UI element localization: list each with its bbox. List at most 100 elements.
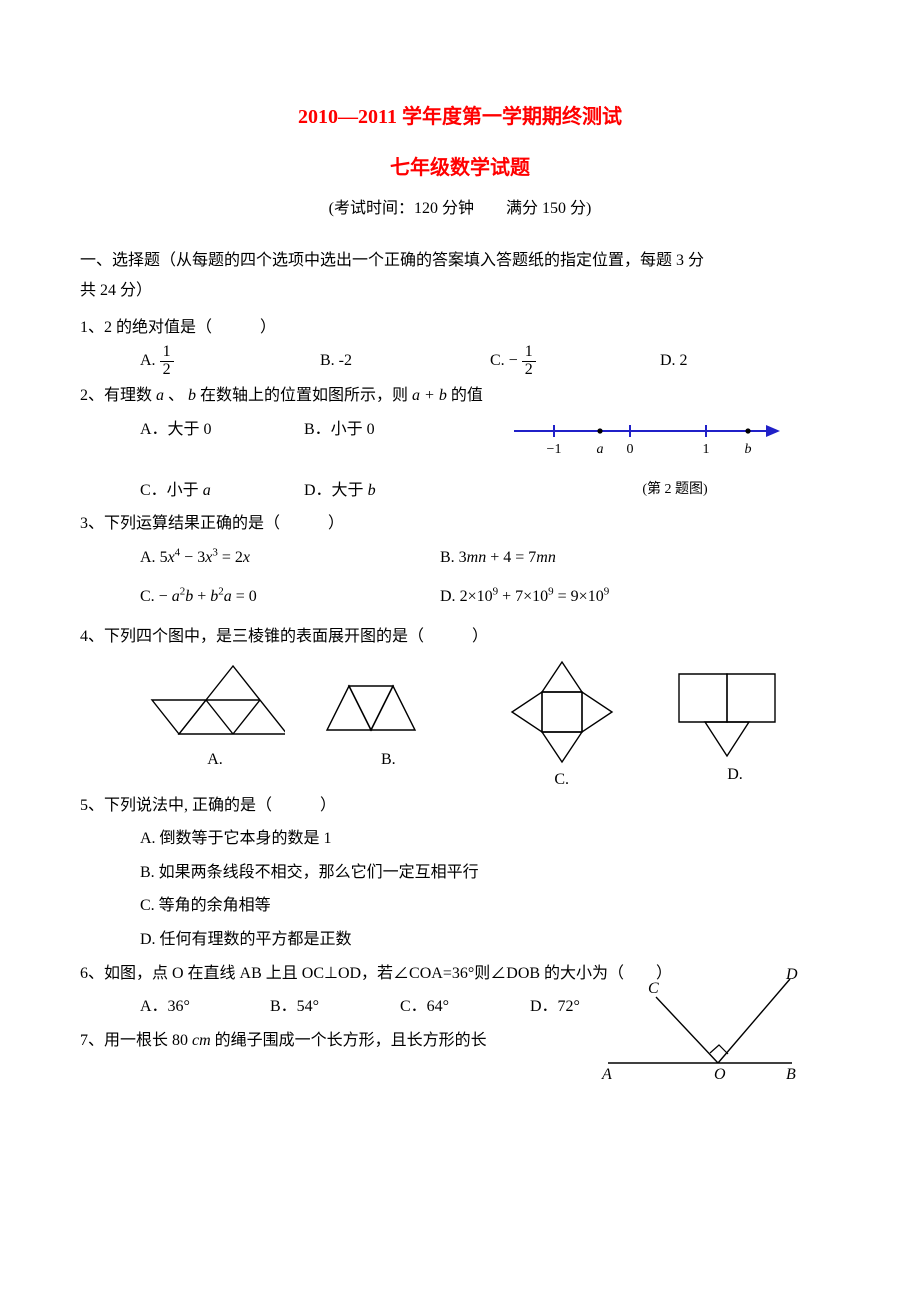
section-heading: 一、选择题（从每题的四个选项中选出一个正确的答案填入答题纸的指定位置，每题 3 … (80, 246, 840, 307)
var-b: b (188, 387, 196, 404)
svg-text:a: a (597, 442, 604, 457)
q2-options-row1: A．大于 0 B．小于 0 (80, 413, 510, 474)
svg-text:1: 1 (703, 442, 710, 457)
q4-stem: 4、下列四个图中，是三棱锥的表面展开图的是（ ） (80, 620, 840, 654)
q5-stem: 5、下列说法中, 正确的是（ ） (80, 789, 840, 823)
q3-d-expr: 2×109 + 7×109 = 9×109 (460, 588, 610, 605)
q4-label-d: D. (727, 766, 743, 783)
q6-option-b: B．54° (270, 990, 400, 1024)
t: = 0 (232, 588, 257, 605)
q4-figures: A. B. C. D. (80, 654, 840, 789)
var-a: a (156, 387, 164, 404)
main-title: 2010—2011 学年度第一学期期终测试 (80, 100, 840, 129)
q4-fig-c: C. (477, 660, 647, 789)
q1-option-d: D. 2 (660, 344, 770, 379)
q3-c-label: C. (140, 588, 159, 605)
q3-b-expr: 3mn + 4 = 7mn (459, 549, 556, 566)
t: = 9×10 (554, 588, 604, 605)
q2-t4: 的值 (447, 387, 483, 404)
svg-text:C: C (648, 980, 659, 997)
q6-option-a: A．36° (140, 990, 270, 1024)
q5-b: B. 如果两条线段不相交，那么它们一定互相平行 (80, 856, 840, 890)
var-a: a (203, 482, 211, 499)
q1-option-a: A. 1 2 (140, 344, 320, 379)
svg-text:B: B (786, 1066, 796, 1083)
q3-option-d: D. 2×109 + 7×109 = 9×109 (440, 580, 609, 614)
fraction-icon: 1 2 (160, 344, 174, 379)
q4-label-b: B. (381, 751, 396, 768)
fraction-icon: 1 2 (522, 344, 536, 379)
svg-text:−1: −1 (547, 442, 562, 457)
q3-stem: 3、下列运算结果正确的是（ ） (80, 507, 840, 541)
svg-text:D: D (785, 967, 798, 983)
q3-a-expr: 5x4 − 3x3 = 2x (160, 549, 250, 566)
q2-t1: 2、有理数 (80, 387, 156, 404)
var-b: b (368, 482, 376, 499)
q3-option-c: C. − a2b + b2a = 0 (140, 580, 440, 614)
q1-c-label: C. (490, 352, 509, 369)
q3-option-b: B. 3mn + 4 = 7mn (440, 541, 556, 575)
q4-fig-b: B. (303, 660, 473, 789)
t: mn (467, 549, 487, 566)
q4-fig-a: A. (130, 660, 300, 789)
svg-text:O: O (714, 1066, 726, 1083)
t: mn (536, 549, 556, 566)
q2-stem: 2、有理数 a 、 b 在数轴上的位置如图所示，则 a + b 的值 (80, 379, 840, 413)
t: x (168, 549, 175, 566)
q2-option-a: A．大于 0 (140, 413, 300, 447)
t: + 4 = 7 (486, 549, 536, 566)
q2-figure-caption: (第 2 题图) (510, 478, 840, 498)
q4-label-a: A. (207, 751, 223, 768)
q3-a-label: A. (140, 549, 160, 566)
t: + 7×10 (498, 588, 548, 605)
t: 2×10 (460, 588, 493, 605)
svg-text:b: b (745, 442, 752, 457)
sub-title: 七年级数学试题 (80, 151, 840, 180)
section-heading-line2: 共 24 分） (80, 282, 152, 299)
q7-t1: 7、用一根长 80 (80, 1032, 192, 1049)
q2-d-pre: D．大于 (304, 482, 368, 499)
q2-option-b: B．小于 0 (304, 413, 375, 447)
t: = 2 (218, 549, 243, 566)
q5-option-a: A. 倒数等于它本身的数是 1 (140, 822, 332, 856)
q3-b-label: B. (440, 549, 459, 566)
q1-option-c: C. − 1 2 (490, 344, 660, 379)
q5-option-d: D. 任何有理数的平方都是正数 (140, 923, 352, 957)
q4-label-c: C. (554, 771, 569, 788)
q7-stem: 7、用一根长 80 cm 的绳子围成一个长方形，且长方形的长 AOBCD (80, 1024, 840, 1058)
t: 9 (604, 586, 610, 598)
t: − (159, 588, 172, 605)
section-heading-line1: 一、选择题（从每题的四个选项中选出一个正确的答案填入答题纸的指定位置，每题 3 … (80, 252, 704, 269)
q5-option-c: C. 等角的余角相等 (140, 889, 271, 923)
q1-options: A. 1 2 B. -2 C. − 1 2 D. 2 (80, 344, 840, 379)
q2-c-pre: C．小于 (140, 482, 203, 499)
q1-c-den: 2 (522, 362, 536, 379)
number-line-figure: −1 0 1 a b (510, 413, 790, 469)
unit-cm: cm (192, 1032, 211, 1049)
t: b (185, 588, 193, 605)
q1-a-label: A. (140, 352, 160, 369)
q2-t2: 、 (164, 387, 188, 404)
q1-a-num: 1 (160, 344, 174, 362)
t: + (193, 588, 210, 605)
q1-c-num: 1 (522, 344, 536, 362)
q3-options-row1: A. 5x4 − 3x3 = 2x B. 3mn + 4 = 7mn (80, 541, 840, 575)
q7-t2: 的绳子围成一个长方形，且长方形的长 (211, 1032, 487, 1049)
t: 5 (160, 549, 168, 566)
svg-text:0: 0 (627, 442, 634, 457)
q2-t3: 在数轴上的位置如图所示，则 (196, 387, 412, 404)
q3-d-label: D. (440, 588, 460, 605)
q1-a-den: 2 (160, 362, 174, 379)
q2-option-c: C．小于 a (140, 474, 300, 508)
t: − 3 (180, 549, 205, 566)
t: x (243, 549, 250, 566)
q3-option-a: A. 5x4 − 3x3 = 2x (140, 541, 440, 575)
q5-c: C. 等角的余角相等 (80, 889, 840, 923)
q1-option-b: B. -2 (320, 344, 490, 379)
q2-options-row2: C．小于 a D．大于 b (80, 474, 510, 508)
q2-option-d: D．大于 b (304, 474, 376, 508)
exam-info: (考试时间：120 分钟 满分 150 分) (80, 194, 840, 218)
q5-option-b: B. 如果两条线段不相交，那么它们一定互相平行 (140, 856, 479, 890)
angle-figure: AOBCD (600, 967, 800, 1087)
t: a (224, 588, 232, 605)
